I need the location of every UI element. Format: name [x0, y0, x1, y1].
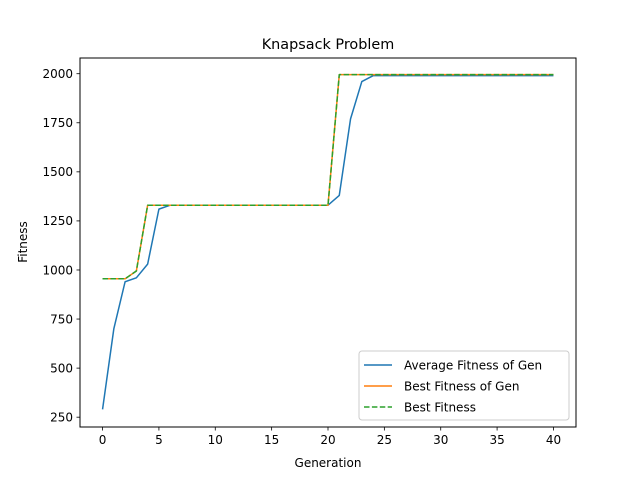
x-tick-label: 20	[320, 433, 335, 447]
x-tick-label: 35	[489, 433, 504, 447]
legend-label-1: Best Fitness of Gen	[404, 379, 519, 393]
chart-title: Knapsack Problem	[262, 37, 394, 53]
y-tick-label: 750	[50, 312, 73, 326]
x-axis-ticks: 0 5 10 15 20 25 30 35 40	[99, 427, 561, 447]
x-tick-label: 10	[208, 433, 223, 447]
x-tick-label: 30	[433, 433, 448, 447]
x-tick-label: 40	[546, 433, 561, 447]
legend-box	[358, 350, 570, 421]
y-tick-label: 2000	[42, 67, 73, 81]
y-tick-label: 1250	[42, 214, 73, 228]
legend-label-0: Average Fitness of Gen	[404, 358, 542, 372]
legend-items: Average Fitness of Gen Best Fitness of Ge…	[364, 358, 542, 414]
x-tick-label: 15	[264, 433, 279, 447]
x-tick-label: 25	[377, 433, 392, 447]
y-axis-ticks: 250 500 750 1000 1250 1500 1750 2000	[42, 67, 80, 424]
y-tick-label: 500	[50, 361, 73, 375]
series-line-2	[102, 73, 554, 280]
y-tick-label: 1500	[42, 165, 73, 179]
plot-area: 0 5 10 15 20 25 30 35 40 250 500 750 1000 1250 1500 17…	[42, 57, 577, 447]
x-tick-label: 0	[99, 433, 107, 447]
series-layer	[101, 73, 554, 410]
y-tick-label: 250	[50, 410, 73, 424]
x-tick-label: 5	[155, 433, 163, 447]
legend-label-2: Best Fitness	[404, 400, 476, 414]
y-tick-label: 1750	[42, 116, 73, 130]
y-axis-label: Fitness	[16, 221, 30, 263]
legend: Average Fitness of Gen Best Fitness of Ge…	[358, 350, 570, 421]
x-axis-label: Generation	[295, 456, 362, 470]
y-tick-label: 1000	[42, 263, 73, 277]
